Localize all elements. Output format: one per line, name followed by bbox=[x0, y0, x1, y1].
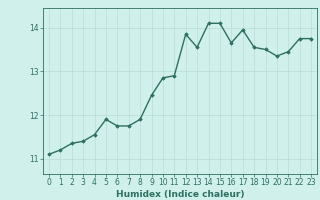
X-axis label: Humidex (Indice chaleur): Humidex (Indice chaleur) bbox=[116, 190, 244, 199]
